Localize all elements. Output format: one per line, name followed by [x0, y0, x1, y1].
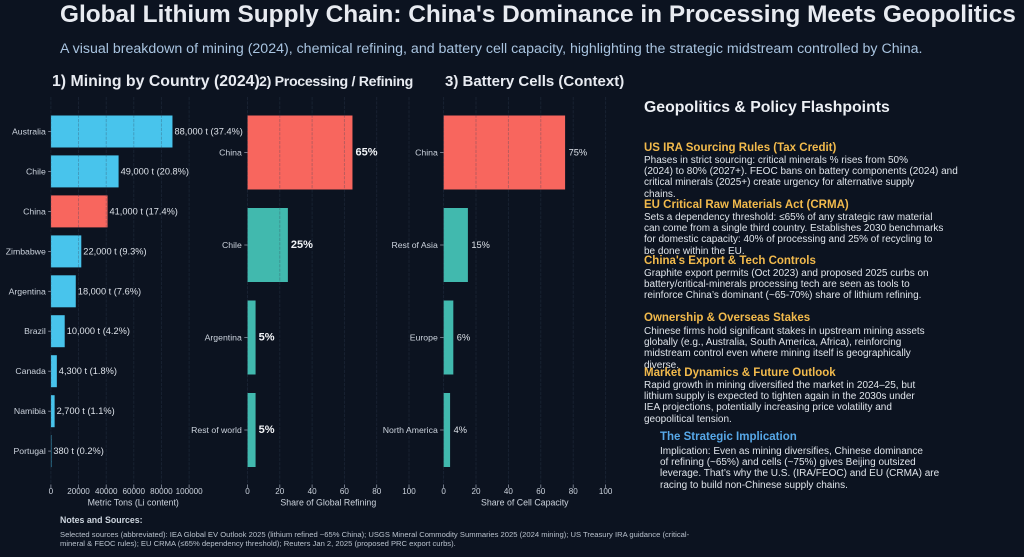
svg-text:5%: 5%: [259, 332, 275, 344]
svg-text:China: China: [23, 206, 46, 216]
svg-text:75%: 75%: [569, 148, 588, 158]
svg-text:40: 40: [308, 487, 318, 496]
svg-text:60: 60: [536, 487, 546, 496]
svg-text:88,000 t (37.4%): 88,000 t (37.4%): [175, 127, 243, 137]
svg-text:80: 80: [372, 487, 382, 496]
svg-text:0: 0: [49, 487, 54, 496]
svg-text:22,000 t (9.3%): 22,000 t (9.3%): [83, 246, 146, 256]
svg-text:60000: 60000: [123, 487, 146, 496]
svg-text:Share of Cell Capacity: Share of Cell Capacity: [481, 498, 569, 508]
svg-text:4,300 t (1.8%): 4,300 t (1.8%): [59, 366, 117, 376]
svg-text:Chile: Chile: [26, 166, 46, 176]
svg-text:Metric Tons (Li content): Metric Tons (Li content): [88, 498, 179, 508]
svg-text:Zimbabwe: Zimbabwe: [6, 246, 46, 256]
svg-text:40: 40: [504, 487, 514, 496]
svg-text:40000: 40000: [95, 487, 118, 496]
svg-text:15%: 15%: [471, 240, 490, 250]
svg-text:100000: 100000: [176, 487, 204, 496]
svg-text:2,700 t (1.1%): 2,700 t (1.1%): [57, 406, 115, 416]
svg-text:China: China: [415, 148, 438, 158]
svg-text:80: 80: [569, 487, 579, 496]
svg-text:49,000 t (20.8%): 49,000 t (20.8%): [121, 166, 189, 176]
svg-text:10,000 t (4.2%): 10,000 t (4.2%): [67, 326, 130, 336]
svg-text:Share of Global Refining: Share of Global Refining: [280, 498, 376, 508]
svg-text:0: 0: [441, 487, 446, 496]
svg-text:Rest of Asia: Rest of Asia: [391, 240, 438, 250]
svg-text:Rest of world: Rest of world: [191, 425, 242, 435]
svg-text:20000: 20000: [67, 487, 90, 496]
svg-text:0: 0: [245, 487, 250, 496]
svg-text:100: 100: [402, 487, 416, 496]
svg-text:North America: North America: [383, 425, 438, 435]
svg-text:60: 60: [340, 487, 350, 496]
svg-text:41,000 t (17.4%): 41,000 t (17.4%): [110, 206, 178, 216]
svg-text:80000: 80000: [150, 487, 173, 496]
svg-text:Argentina: Argentina: [205, 333, 242, 343]
svg-text:6%: 6%: [457, 333, 470, 343]
svg-text:Namibia: Namibia: [14, 406, 46, 416]
svg-text:Chile: Chile: [222, 240, 242, 250]
svg-text:Europe: Europe: [410, 333, 438, 343]
svg-text:65%: 65%: [356, 147, 378, 159]
svg-text:4%: 4%: [454, 425, 467, 435]
svg-text:Canada: Canada: [15, 366, 46, 376]
svg-text:China: China: [219, 148, 242, 158]
svg-text:5%: 5%: [259, 424, 275, 436]
svg-text:20: 20: [471, 487, 481, 496]
svg-text:Portugal: Portugal: [13, 446, 45, 456]
svg-text:100: 100: [599, 487, 613, 496]
svg-text:Argentina: Argentina: [9, 286, 46, 296]
svg-text:18,000 t (7.6%): 18,000 t (7.6%): [78, 286, 141, 296]
svg-text:25%: 25%: [291, 239, 313, 251]
svg-text:380 t (0.2%): 380 t (0.2%): [53, 446, 103, 456]
svg-text:Brazil: Brazil: [24, 326, 46, 336]
svg-text:20: 20: [275, 487, 285, 496]
svg-text:Australia: Australia: [12, 127, 46, 137]
